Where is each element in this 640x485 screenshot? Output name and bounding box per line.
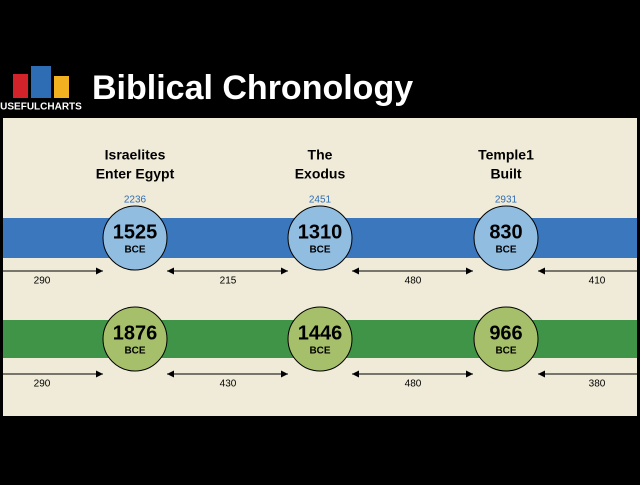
interval-label: 215	[220, 276, 237, 287]
date-year: 1446	[298, 322, 343, 344]
interval-label: 290	[34, 276, 51, 287]
event-number: 2451	[309, 195, 332, 206]
date-circle	[473, 205, 539, 271]
event-number: 2236	[124, 195, 147, 206]
date-year: 1876	[113, 322, 158, 344]
logo-bar	[54, 76, 69, 98]
date-era: BCE	[309, 346, 330, 357]
date-circle	[102, 205, 168, 271]
date-era: BCE	[495, 346, 516, 357]
date-year: 830	[489, 221, 522, 243]
date-year: 1525	[113, 221, 158, 243]
date-era: BCE	[309, 245, 330, 256]
event-label: Built	[490, 166, 521, 182]
date-year: 1310	[298, 221, 343, 243]
interval-label: 290	[34, 379, 51, 390]
date-circle	[473, 306, 539, 372]
date-era: BCE	[124, 346, 145, 357]
logo: USEFULCHARTS	[0, 66, 82, 113]
date-circle	[102, 306, 168, 372]
title: Biblical Chronology	[92, 69, 413, 107]
logo-text: USEFULCHARTS	[0, 102, 82, 113]
interval-label: 480	[405, 276, 422, 287]
event-number: 2931	[495, 195, 518, 206]
interval-label: 480	[405, 379, 422, 390]
event-label: Exodus	[295, 166, 346, 182]
event-label: The	[308, 147, 333, 163]
interval-label: 430	[220, 379, 237, 390]
event-label: Temple1	[478, 147, 534, 163]
date-year: 966	[489, 322, 522, 344]
logo-bar	[31, 66, 51, 98]
event-label: Israelites	[105, 147, 166, 163]
timeline: Israelites Enter Egypt 2236 The Exodus 2451 Te…	[3, 147, 637, 390]
date-era: BCE	[495, 245, 516, 256]
date-circle	[287, 306, 353, 372]
event-label: Enter Egypt	[96, 166, 175, 182]
interval-label: 380	[589, 379, 606, 390]
date-era: BCE	[124, 245, 145, 256]
interval-label: 410	[589, 276, 606, 287]
logo-bar	[13, 74, 28, 98]
date-circle	[287, 205, 353, 271]
